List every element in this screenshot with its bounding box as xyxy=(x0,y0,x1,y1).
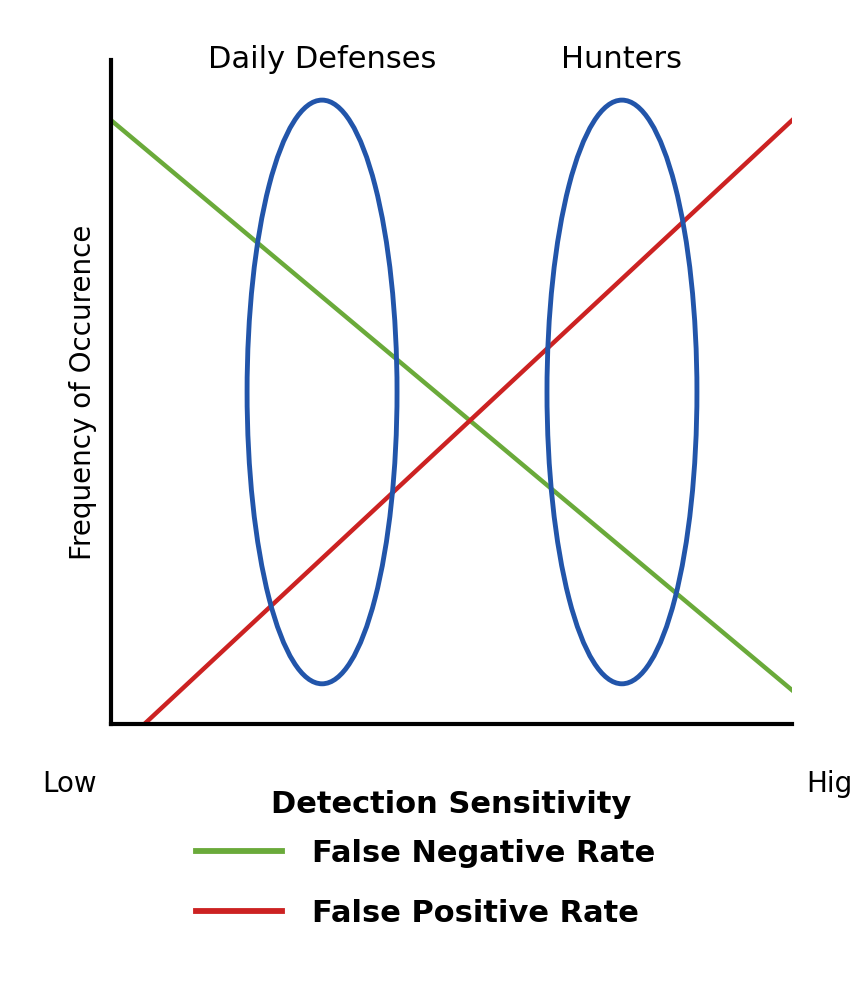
Text: Daily Defenses: Daily Defenses xyxy=(208,44,436,73)
Text: Low: Low xyxy=(43,770,97,798)
Text: High: High xyxy=(806,770,852,798)
Legend: False Negative Rate, False Positive Rate: False Negative Rate, False Positive Rate xyxy=(184,827,668,940)
Text: Hunters: Hunters xyxy=(561,44,682,73)
Text: Detection Sensitivity: Detection Sensitivity xyxy=(272,790,631,819)
Y-axis label: Frequency of Occurence: Frequency of Occurence xyxy=(69,224,97,560)
